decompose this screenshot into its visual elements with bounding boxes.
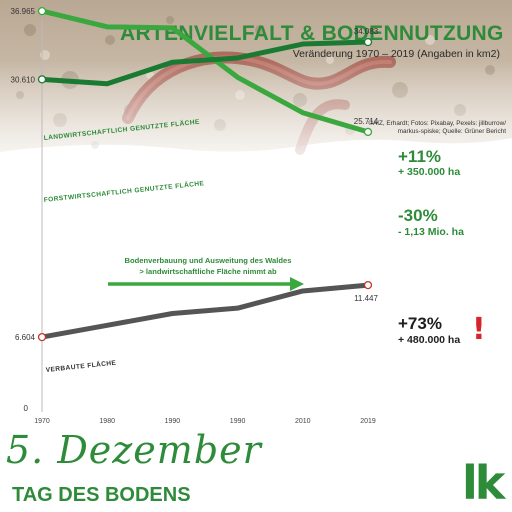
- end-value-agri: 25.714: [354, 117, 379, 126]
- agri-change-hectares: - 1,13 Mio. ha: [398, 226, 464, 238]
- forest-change-hectares: + 350.000 ha: [398, 166, 461, 178]
- series-name-forest: FORSTWIRTSCHAFTLICH GENUTZTE FLÄCHE: [43, 179, 204, 204]
- x-tick-label: 2010: [295, 418, 311, 425]
- series-name-agri: LANDWIRTSCHAFTLICH GENUTZTE FLÄCHE: [43, 118, 200, 142]
- zero-value: 0: [24, 404, 29, 413]
- credit-line-2: markus-spiske; Quelle: Grüner Bericht: [397, 128, 506, 135]
- annotation-line-2: > landwirtschaftliche Fläche nimmt ab: [139, 267, 277, 276]
- end-point-built: [363, 280, 373, 290]
- series-line-built: [39, 282, 371, 340]
- soil-earthworm-photo: [0, 0, 512, 160]
- photo-credit: ©AIZ, Erhardt; Fotos: Pixabay, Pexels: j…: [300, 120, 506, 136]
- event-date: 5. Dezember: [6, 428, 262, 472]
- start-value-built: 6.604: [15, 333, 36, 342]
- exclamation-icon: !: [472, 312, 486, 347]
- annotation-arrow-head: [290, 277, 304, 291]
- end-value-forest: 34.083: [354, 27, 379, 36]
- end-point-agri: [363, 127, 373, 137]
- x-tick-label: 1970: [34, 418, 50, 425]
- event-title: TAG DES BODENS: [12, 484, 191, 506]
- start-point-built: [37, 332, 47, 342]
- series-line-agri: [39, 8, 371, 135]
- x-tick-label: 1990: [230, 418, 246, 425]
- start-value-agri: 36.965: [11, 7, 36, 16]
- forest-change-percent: +11%: [398, 147, 442, 166]
- agri-change-percent: -30%: [398, 206, 438, 225]
- credit-line-1: ©AIZ, Erhardt; Fotos: Pixabay, Pexels: j…: [368, 120, 506, 127]
- lk-logo: lk: [462, 456, 505, 510]
- x-tick-label: 2019: [360, 418, 376, 425]
- page-subtitle: Veränderung 1970 – 2019 (Angaben in km2): [292, 48, 500, 60]
- start-point-agri: [37, 6, 47, 16]
- page-title: ARTENVIELFALT & BODENNUTZUNG: [120, 22, 504, 45]
- series-line-forest: [39, 39, 371, 87]
- x-tick-label: 1980: [99, 418, 115, 425]
- built-change-hectares: + 480.000 ha: [398, 334, 461, 346]
- annotation-line-1: Bodenverbauung und Ausweitung des Waldes: [125, 256, 292, 265]
- built-change-percent: +73%: [398, 314, 442, 333]
- start-point-forest: [37, 75, 47, 84]
- end-value-built: 11.447: [354, 294, 378, 303]
- x-tick-label: 1990: [165, 418, 181, 425]
- start-value-forest: 30.610: [11, 75, 36, 84]
- series-name-built: VERBAUTE FLÄCHE: [45, 359, 116, 374]
- line-chart: 1970 1980 1990 1990 2010 2019 36.965 30.610 6.60…: [11, 6, 379, 425]
- end-point-forest: [363, 37, 373, 47]
